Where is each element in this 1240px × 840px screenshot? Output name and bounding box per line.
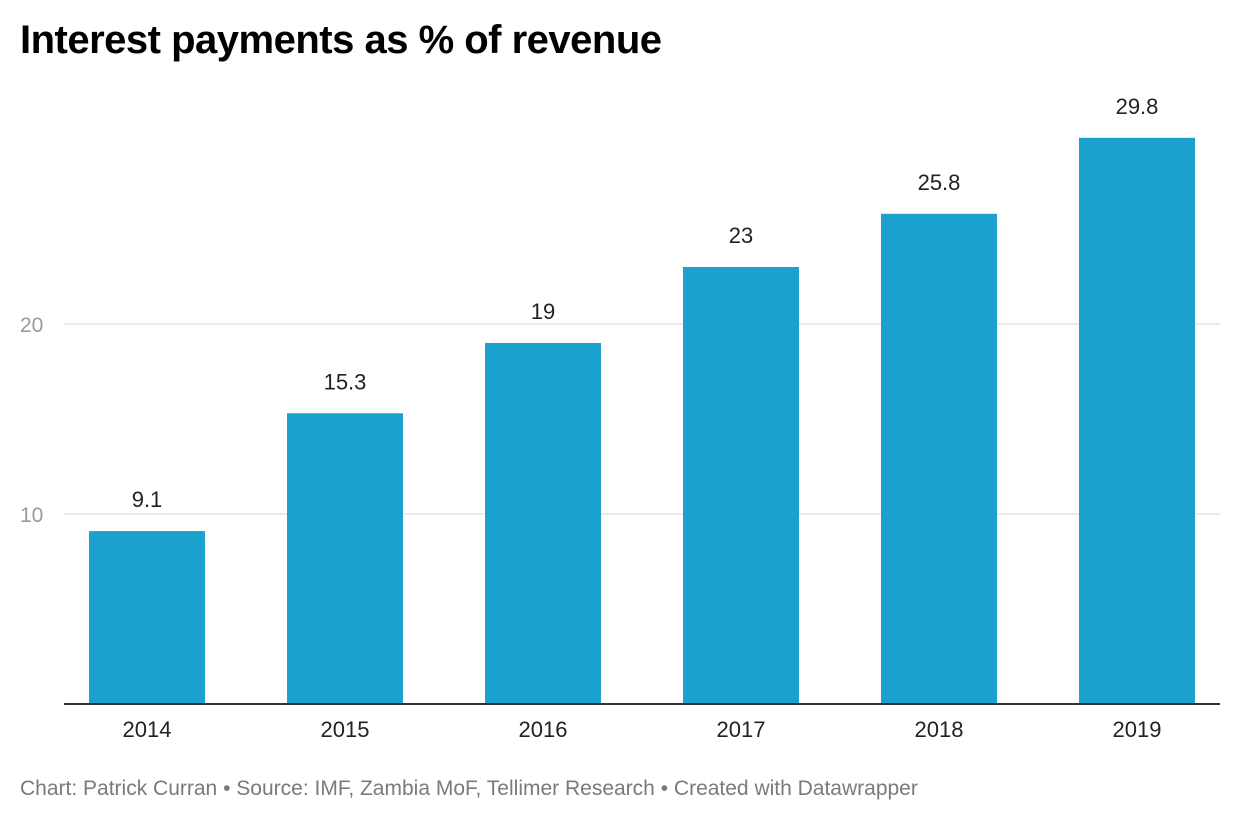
bar-value-label: 19 bbox=[531, 299, 555, 324]
x-tick-label: 2014 bbox=[123, 717, 172, 742]
footer-tool: Created with Datawrapper bbox=[673, 777, 918, 800]
bars bbox=[89, 137, 1195, 705]
x-tick-label: 2018 bbox=[915, 717, 964, 742]
value-labels: 9.1 15.3 19 23 25.8 29.8 bbox=[132, 94, 1159, 512]
y-tick-label: 10 bbox=[20, 504, 43, 527]
bar bbox=[1079, 137, 1195, 705]
bar-value-label: 9.1 bbox=[132, 487, 163, 512]
bar bbox=[89, 531, 205, 704]
footer-source: Source: IMF, Zambia MoF, Tellimer Resear… bbox=[236, 777, 655, 800]
bar-value-label: 23 bbox=[729, 223, 753, 248]
x-tick-label: 2017 bbox=[717, 717, 766, 742]
x-axis-ticks: 2014 2015 2016 2017 2018 2019 bbox=[123, 717, 1162, 742]
bar-value-label: 29.8 bbox=[1116, 94, 1159, 119]
chart-footer: Chart: Patrick Curran • Source: IMF, Zam… bbox=[20, 777, 918, 801]
footer-separator: • bbox=[223, 777, 231, 800]
bar bbox=[683, 267, 799, 704]
bar bbox=[287, 413, 403, 704]
footer-credit: Chart: Patrick Curran bbox=[20, 777, 218, 800]
bar-value-label: 15.3 bbox=[324, 369, 367, 394]
gridlines: 10 20 bbox=[20, 314, 1220, 527]
x-tick-label: 2016 bbox=[519, 717, 568, 742]
chart-title: Interest payments as % of revenue bbox=[20, 18, 662, 62]
x-tick-label: 2019 bbox=[1113, 717, 1162, 742]
bar bbox=[881, 213, 997, 705]
y-tick-label: 20 bbox=[20, 314, 43, 337]
bar bbox=[485, 343, 601, 704]
footer-separator: • bbox=[660, 777, 669, 800]
bar-value-label: 25.8 bbox=[918, 170, 961, 195]
x-tick-label: 2015 bbox=[321, 717, 370, 742]
